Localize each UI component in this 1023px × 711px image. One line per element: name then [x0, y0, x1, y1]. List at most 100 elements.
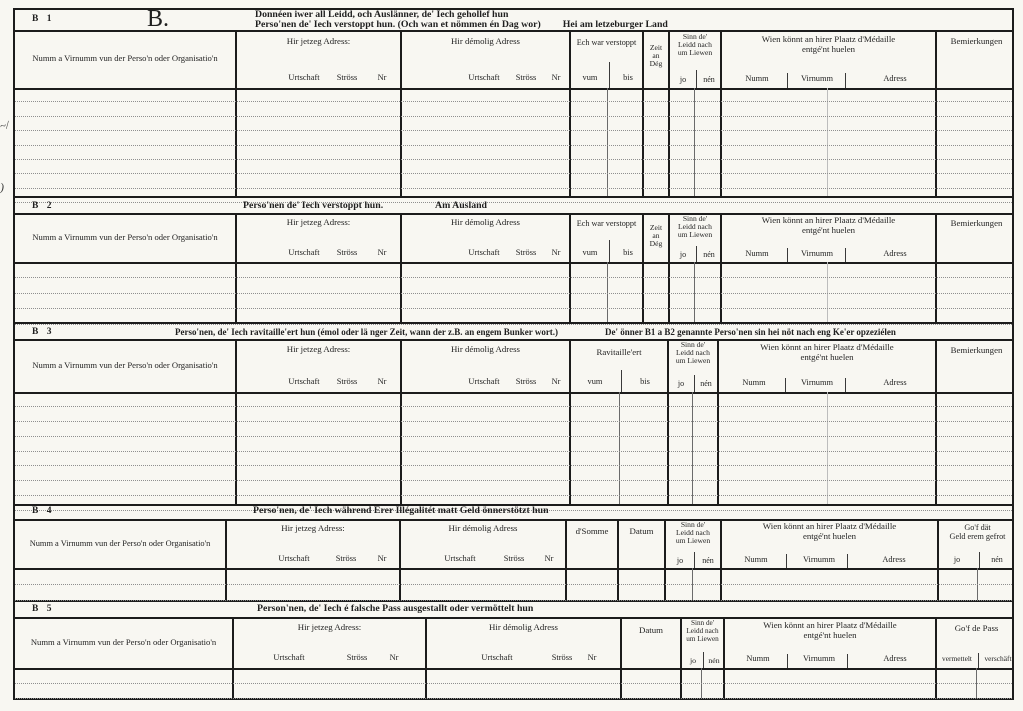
sinn-line2: Leidd nach [676, 528, 710, 538]
section-b3-label: B 3 [32, 327, 55, 337]
col-label: Wien könnt an hirer Plaatz d'Médaille en… [722, 521, 937, 541]
col-header-medal-recipient: Wien könnt an hirer Plaatz d'Médaille en… [723, 617, 935, 668]
col-label-name: Numm a Virnumm vun der Perso'n oder Orga… [30, 637, 217, 647]
sub-label-nen: nén [703, 250, 715, 259]
col-header-pass-provided: Go'f de Pass vermettelt verschäft [935, 617, 1016, 668]
col-label: Sinn de' Leidd nach um Liewen [670, 214, 720, 240]
col-label: Hir démolig Adress [451, 217, 520, 227]
grid-line [569, 262, 571, 322]
col-header-still-alive: Sinn de' Leidd nach um Liewen jo nén [668, 213, 720, 262]
col-header-money-asked-back: Go'f dät Geld erem gefrot jo nén [937, 519, 1016, 568]
section-b5-title: Person'nen, de' Iech é falsche Pass ausg… [257, 603, 534, 614]
empty-form-row [15, 437, 1012, 452]
sinn-line3: um Liewen [675, 536, 711, 546]
grid-line [668, 262, 670, 322]
sinn-line2: Leidd nach [686, 627, 719, 636]
sub-label-bis: bis [623, 248, 633, 257]
empty-form-row [15, 117, 1012, 132]
grid-line [694, 88, 695, 196]
sub-label-urtschaft: Urtschaft [273, 653, 305, 662]
grid-line [15, 213, 1012, 215]
sinn-line2: Leidd nach [678, 222, 712, 232]
sub-label-adress: Adress [882, 555, 906, 564]
wien-line1: Wien könnt an hirer Plaatz d'Médaille [763, 620, 897, 630]
sub-label-bis: bis [623, 73, 633, 82]
empty-form-row [15, 668, 1012, 684]
grid-line [15, 617, 1012, 619]
grid-line [15, 196, 1012, 198]
big-letter-b: B. [147, 6, 170, 32]
section-b1-titleband: B 1 B. Donnéen iwer all Leidd, och Auslä… [15, 6, 1012, 32]
sinn-line1: Sinn de' [680, 340, 706, 349]
col-label-name: Numm a Virnumm vun der Perso'n oder Orga… [29, 539, 211, 548]
col-header-former-address: Hir démolig Adress Urtschaft Ströss Nr [399, 519, 565, 568]
column-divider [845, 378, 846, 392]
grid-line [607, 88, 608, 196]
empty-form-row [15, 160, 1012, 175]
column-divider [621, 370, 622, 392]
grid-line [935, 88, 937, 196]
col-label-name: Numm a Virnumm vun der Perso'n oder Orga… [32, 232, 218, 242]
grid-line [15, 392, 1012, 394]
sub-label-adress: Adress [883, 654, 907, 663]
section-b3-title-right: De' önner B1 a B2 genannte Perso'nen sin… [605, 327, 896, 337]
empty-form-row [15, 407, 1012, 422]
col-header-remarks: Bemierkungen [935, 213, 1016, 262]
col-label: Hir démolig Adress [451, 36, 520, 46]
col-header-date: Datum [620, 617, 680, 668]
col-header-name: Numm a Virnumm vun der Perso'n oder Orga… [15, 339, 235, 392]
sub-label-stross: Ströss [336, 248, 358, 257]
sub-label-stross: Ströss [336, 377, 358, 386]
column-divider [787, 73, 788, 88]
grid-line [400, 88, 402, 196]
col-header-amount: d'Somme [565, 519, 617, 568]
empty-form-row [15, 466, 1012, 482]
sub-label-nr: Nr [389, 653, 399, 662]
empty-form-row [15, 131, 1012, 146]
column-divider [696, 70, 697, 88]
col-label: Wien könnt an hirer Plaatz d'Médaille en… [722, 34, 935, 54]
grid-line [15, 519, 1012, 521]
empty-form-row [15, 422, 1012, 437]
grid-line [667, 392, 669, 504]
col-header-ravitaillement: Ravitaille'ert vum bis [569, 339, 667, 392]
gof-geld-line2: Geld erem gefrot [949, 532, 1006, 541]
sub-label-vum: vum [587, 377, 603, 386]
zeit-line3: Dég [649, 239, 663, 249]
form-table: B 1 B. Donnéen iwer all Leidd, och Auslä… [13, 6, 1016, 700]
sinn-line3: um Liewen [677, 230, 713, 240]
wien-line1: Wien könnt an hirer Plaatz d'Médaille [761, 215, 896, 225]
grid-line [827, 88, 828, 196]
sub-label-vum: vum [582, 248, 598, 257]
empty-form-row [15, 294, 1012, 310]
sub-label-urtschaft: Urtschaft [288, 248, 320, 257]
sub-label-nen: nén [702, 556, 714, 565]
sub-label-nen: nén [703, 75, 715, 84]
column-divider [785, 378, 786, 392]
sub-label-jo: jo [676, 556, 684, 565]
grid-line [569, 88, 571, 196]
col-label: Sinn de' Leidd nach um Liewen [666, 520, 720, 546]
sub-label-stross: Ströss [335, 554, 357, 563]
b3-rows [15, 392, 1012, 512]
section-b3-body [15, 392, 1012, 512]
col-label-name: Numm a Virnumm vun der Perso'n oder Orga… [32, 53, 218, 63]
column-divider [703, 652, 704, 668]
b1-rows [15, 88, 1012, 204]
grid-line [15, 504, 1012, 506]
sinn-line1: Sinn de' [682, 32, 708, 41]
col-header-medal-recipient: Wien könnt an hirer Plaatz d'Médaille en… [720, 213, 935, 262]
col-header-medal-recipient: Wien könnt an hirer Plaatz d'Médaille en… [720, 519, 937, 568]
grid-line [827, 392, 828, 504]
b4-rows [15, 568, 1012, 601]
col-label: Hir jetzeg Adress: [286, 217, 351, 227]
wien-line1: Wien könnt an hirer Plaatz d'Médaille [762, 521, 897, 531]
column-divider [609, 240, 610, 262]
sub-label-nen: nén [991, 555, 1003, 564]
sub-label-bis: bis [640, 377, 650, 386]
grid-line [935, 262, 937, 322]
col-header-medal-recipient: Wien könnt an hirer Plaatz d'Médaille en… [720, 30, 935, 88]
grid-line [720, 88, 722, 196]
column-divider [609, 62, 610, 88]
